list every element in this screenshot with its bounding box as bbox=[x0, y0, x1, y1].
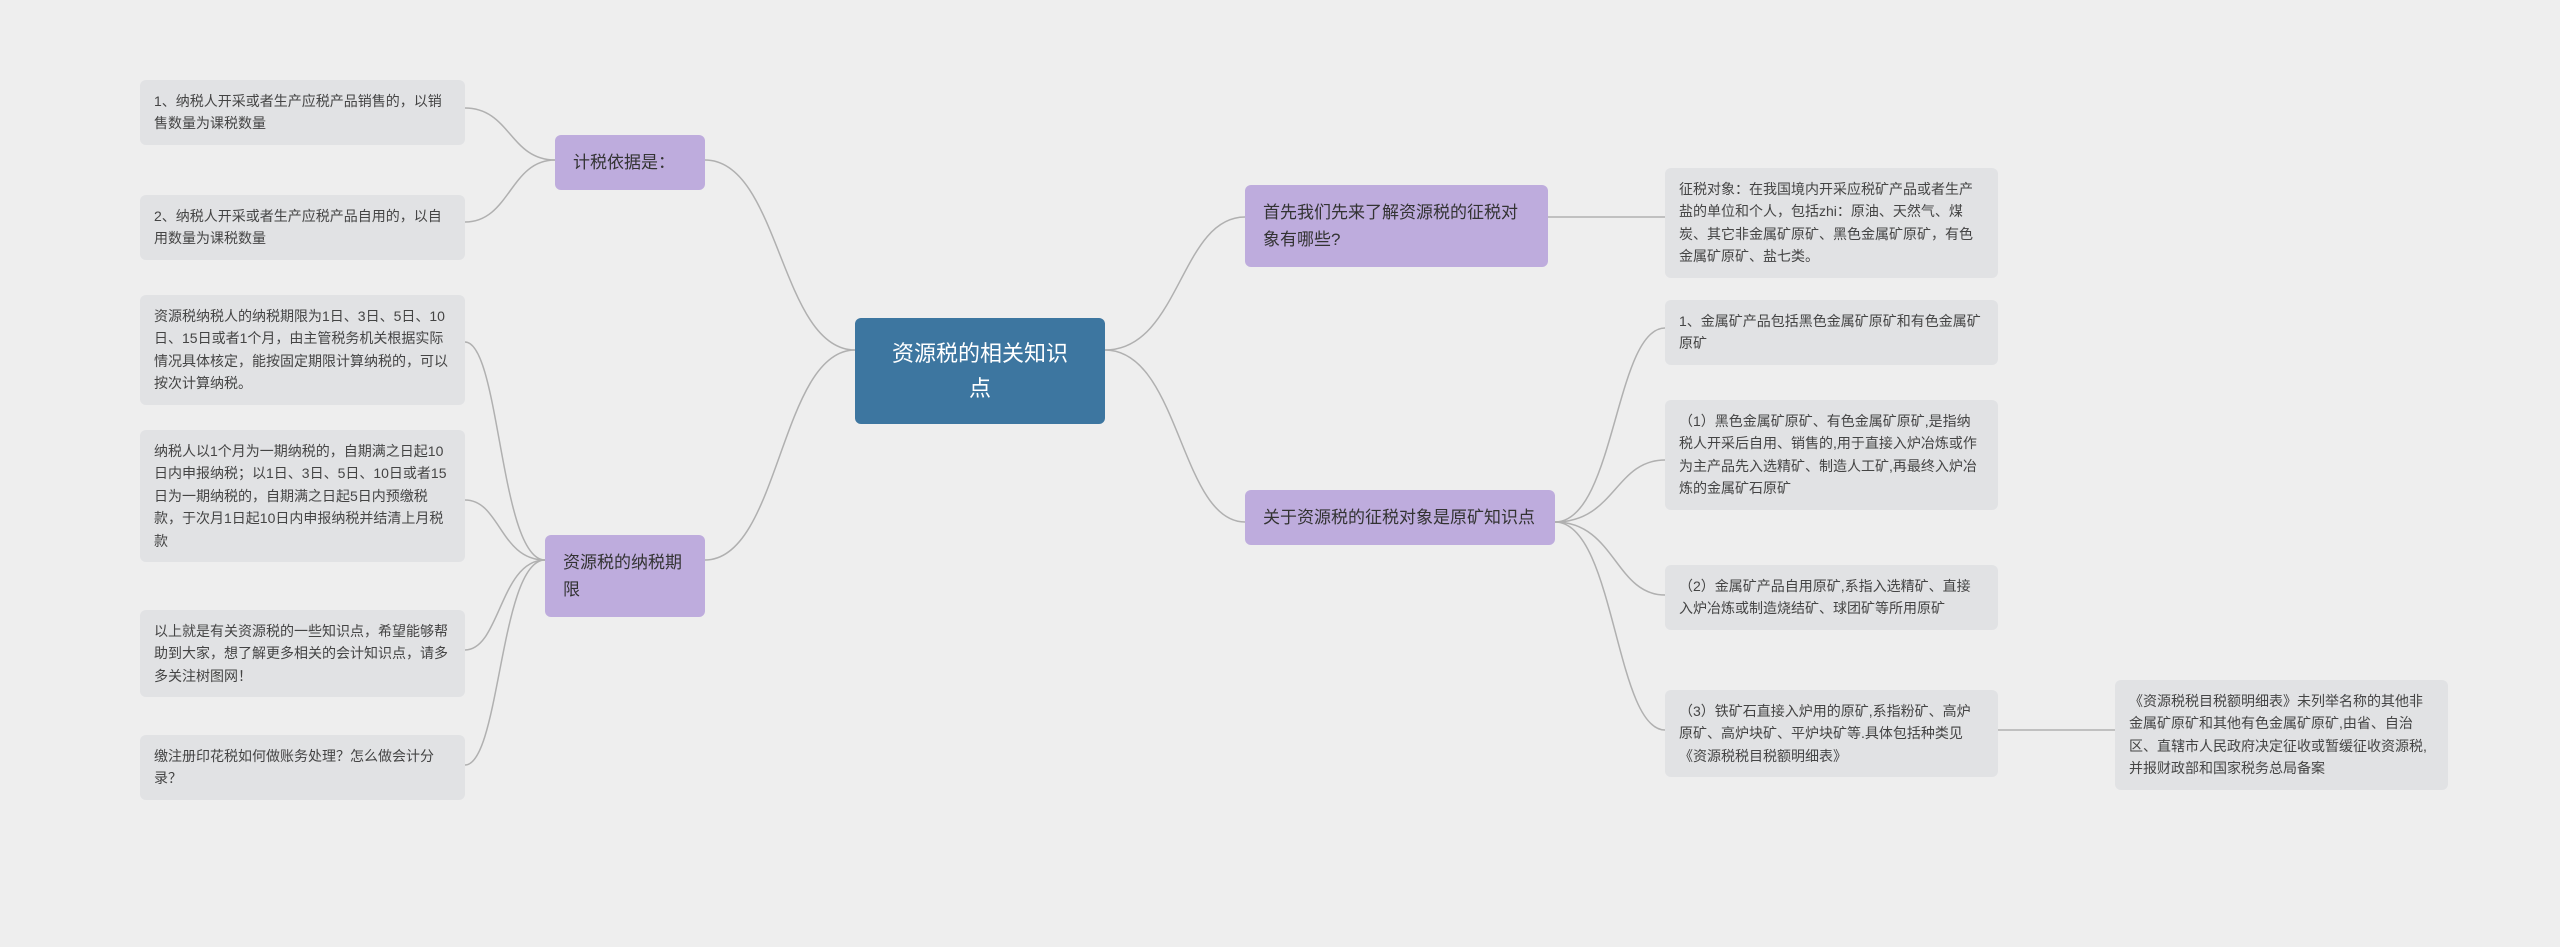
branch-left-1[interactable]: 计税依据是： bbox=[555, 135, 705, 190]
leaf-text: （3）铁矿石直接入炉用的原矿,系指粉矿、高炉原矿、高炉块矿、平炉块矿等.具体包括… bbox=[1679, 703, 1971, 764]
branch-label: 首先我们先来了解资源税的征税对象有哪些? bbox=[1263, 203, 1518, 249]
leaf-text: 1、纳税人开采或者生产应税产品销售的，以销售数量为课税数量 bbox=[154, 93, 442, 131]
leaf-text: （1）黑色金属矿原矿、有色金属矿原矿,是指纳税人开采后自用、销售的,用于直接入炉… bbox=[1679, 413, 1977, 496]
branch-right-1[interactable]: 首先我们先来了解资源税的征税对象有哪些? bbox=[1245, 185, 1548, 267]
leaf-text: 以上就是有关资源税的一些知识点，希望能够帮助到大家，想了解更多相关的会计知识点，… bbox=[154, 623, 448, 684]
leaf-r2-4-1[interactable]: 《资源税税目税额明细表》未列举名称的其他非金属矿原矿和其他有色金属矿原矿,由省、… bbox=[2115, 680, 2448, 790]
leaf-l1-1[interactable]: 1、纳税人开采或者生产应税产品销售的，以销售数量为课税数量 bbox=[140, 80, 465, 145]
leaf-r2-3[interactable]: （2）金属矿产品自用原矿,系指入选精矿、直接入炉冶炼或制造烧结矿、球团矿等所用原… bbox=[1665, 565, 1998, 630]
leaf-text: 《资源税税目税额明细表》未列举名称的其他非金属矿原矿和其他有色金属矿原矿,由省、… bbox=[2129, 693, 2427, 776]
leaf-text: 1、金属矿产品包括黑色金属矿原矿和有色金属矿原矿 bbox=[1679, 313, 1981, 351]
leaf-l1-2[interactable]: 2、纳税人开采或者生产应税产品自用的，以自用数量为课税数量 bbox=[140, 195, 465, 260]
leaf-text: 2、纳税人开采或者生产应税产品自用的，以自用数量为课税数量 bbox=[154, 208, 442, 246]
branch-label: 关于资源税的征税对象是原矿知识点 bbox=[1263, 508, 1535, 527]
leaf-r2-4[interactable]: （3）铁矿石直接入炉用的原矿,系指粉矿、高炉原矿、高炉块矿、平炉块矿等.具体包括… bbox=[1665, 690, 1998, 777]
leaf-text: （2）金属矿产品自用原矿,系指入选精矿、直接入炉冶炼或制造烧结矿、球团矿等所用原… bbox=[1679, 578, 1971, 616]
root-node[interactable]: 资源税的相关知识点 bbox=[855, 318, 1105, 424]
leaf-text: 征税对象：在我国境内开采应税矿产品或者生产盐的单位和个人，包括zhi：原油、天然… bbox=[1679, 181, 1973, 264]
leaf-text: 缴注册印花税如何做账务处理？怎么做会计分录？ bbox=[154, 748, 434, 786]
branch-label: 计税依据是： bbox=[573, 153, 675, 172]
leaf-r2-2[interactable]: （1）黑色金属矿原矿、有色金属矿原矿,是指纳税人开采后自用、销售的,用于直接入炉… bbox=[1665, 400, 1998, 510]
leaf-r2-1[interactable]: 1、金属矿产品包括黑色金属矿原矿和有色金属矿原矿 bbox=[1665, 300, 1998, 365]
leaf-r1-1[interactable]: 征税对象：在我国境内开采应税矿产品或者生产盐的单位和个人，包括zhi：原油、天然… bbox=[1665, 168, 1998, 278]
leaf-text: 纳税人以1个月为一期纳税的，自期满之日起10日内申报纳税；以1日、3日、5日、1… bbox=[154, 443, 447, 549]
leaf-l2-1[interactable]: 资源税纳税人的纳税期限为1日、3日、5日、10日、15日或者1个月，由主管税务机… bbox=[140, 295, 465, 405]
leaf-l2-3[interactable]: 以上就是有关资源税的一些知识点，希望能够帮助到大家，想了解更多相关的会计知识点，… bbox=[140, 610, 465, 697]
leaf-l2-4[interactable]: 缴注册印花税如何做账务处理？怎么做会计分录？ bbox=[140, 735, 465, 800]
branch-right-2[interactable]: 关于资源税的征税对象是原矿知识点 bbox=[1245, 490, 1555, 545]
branch-left-2[interactable]: 资源税的纳税期限 bbox=[545, 535, 705, 617]
leaf-l2-2[interactable]: 纳税人以1个月为一期纳税的，自期满之日起10日内申报纳税；以1日、3日、5日、1… bbox=[140, 430, 465, 562]
leaf-text: 资源税纳税人的纳税期限为1日、3日、5日、10日、15日或者1个月，由主管税务机… bbox=[154, 308, 448, 391]
root-label: 资源税的相关知识点 bbox=[892, 341, 1068, 401]
branch-label: 资源税的纳税期限 bbox=[563, 553, 682, 599]
